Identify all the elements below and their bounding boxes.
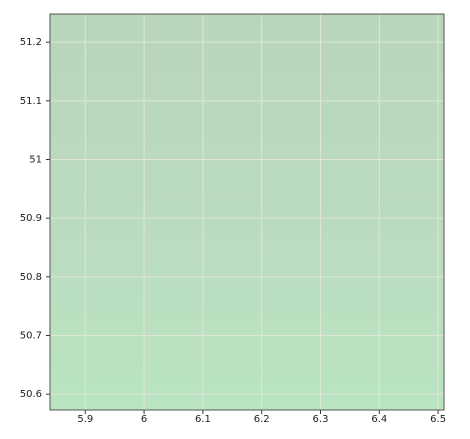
y-tick-label: 50.6	[20, 389, 42, 400]
y-tick-label: 51.1	[20, 96, 42, 107]
axes-layer: 5.9 6 6.1 6.2 6.3 6.4 6.5 50.6 50.7 50.8 50.9 51 51.…	[20, 14, 446, 425]
x-tick-label: 6.5	[430, 414, 446, 425]
map-area	[50, 14, 444, 410]
x-tick-label: 6.4	[371, 414, 387, 425]
plot-frame	[49, 13, 445, 411]
y-tick-label: 50.7	[20, 330, 42, 341]
x-tick-label: 5.9	[77, 414, 93, 425]
x-tick-label: 6.3	[313, 414, 329, 425]
y-tick-label: 50.8	[20, 272, 42, 283]
y-tick-label: 51	[29, 154, 42, 165]
x-tick-label: 6	[141, 414, 147, 425]
y-tick-label: 51.2	[20, 37, 42, 48]
x-tick-label: 6.2	[254, 414, 270, 425]
y-tick-label: 50.9	[20, 213, 42, 224]
x-tick-label: 6.1	[195, 414, 211, 425]
